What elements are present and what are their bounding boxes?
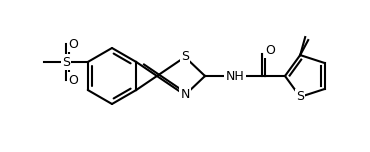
Text: S: S: [62, 55, 70, 69]
Text: O: O: [68, 74, 78, 86]
Text: O: O: [68, 38, 78, 50]
Text: NH: NH: [226, 69, 244, 83]
Text: S: S: [181, 50, 189, 64]
Text: S: S: [296, 90, 304, 103]
Text: O: O: [265, 43, 275, 57]
Text: N: N: [180, 88, 190, 102]
